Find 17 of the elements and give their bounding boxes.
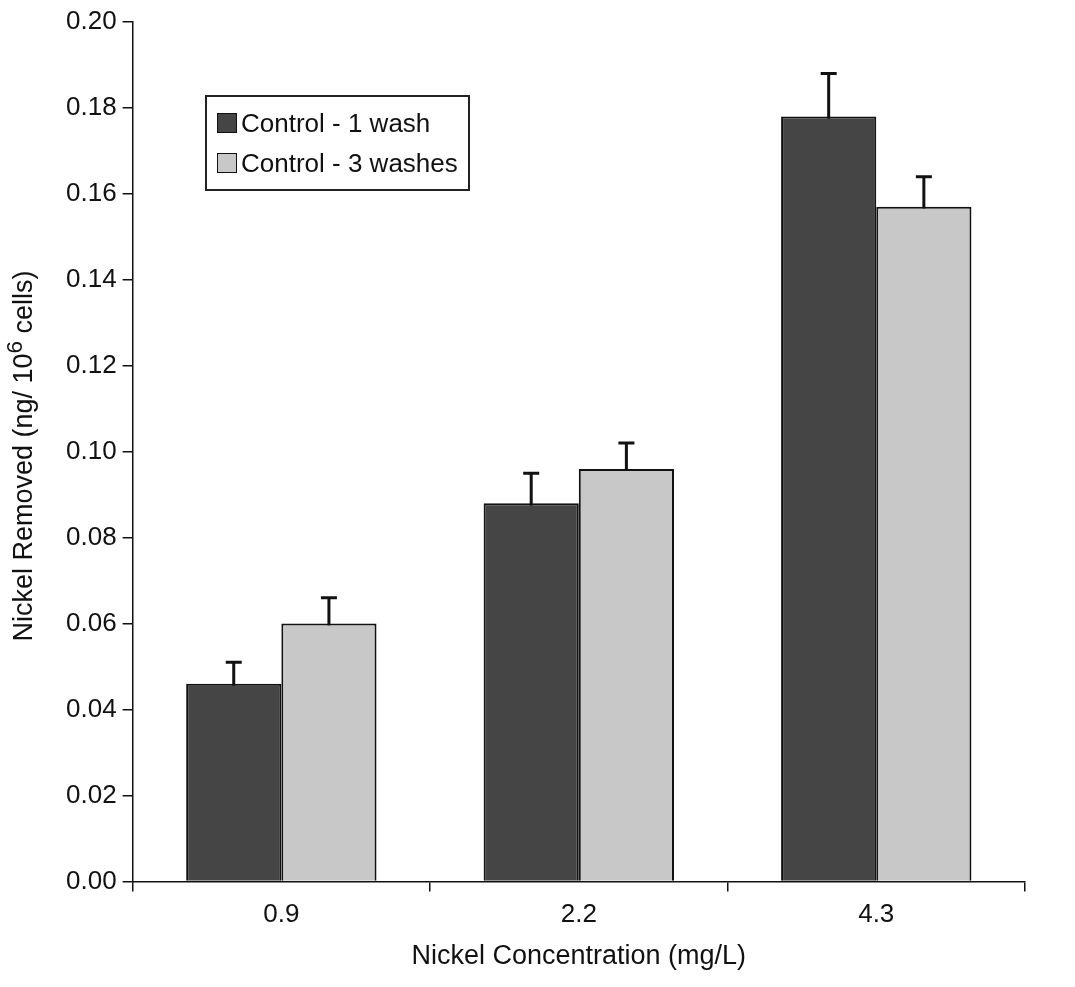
y-tick-label: 0.14	[65, 262, 117, 293]
y-tick-label: 0.10	[65, 434, 117, 465]
y-tick-label: 0.02	[65, 778, 117, 809]
y-tick-label: 0.06	[65, 606, 117, 637]
y-tick-label: 0.08	[65, 520, 117, 551]
x-tick-label: 4.3	[858, 898, 895, 929]
x-axis-title: Nickel Concentration (mg/L)	[411, 940, 747, 971]
y-tick-label: 0.00	[65, 864, 117, 895]
y-tick-label: 0.16	[65, 177, 117, 208]
legend-label: Control - 1 wash	[241, 107, 431, 140]
y-tick-label: 0.12	[65, 348, 117, 379]
y-tick-label: 0.18	[65, 91, 117, 122]
x-tick-label: 2.2	[560, 898, 597, 929]
y-tick-label: 0.04	[65, 692, 117, 723]
y-tick-label: 0.20	[65, 5, 117, 36]
x-tick-label: 0.9	[263, 898, 300, 929]
legend-label: Control - 3 washes	[241, 147, 458, 180]
